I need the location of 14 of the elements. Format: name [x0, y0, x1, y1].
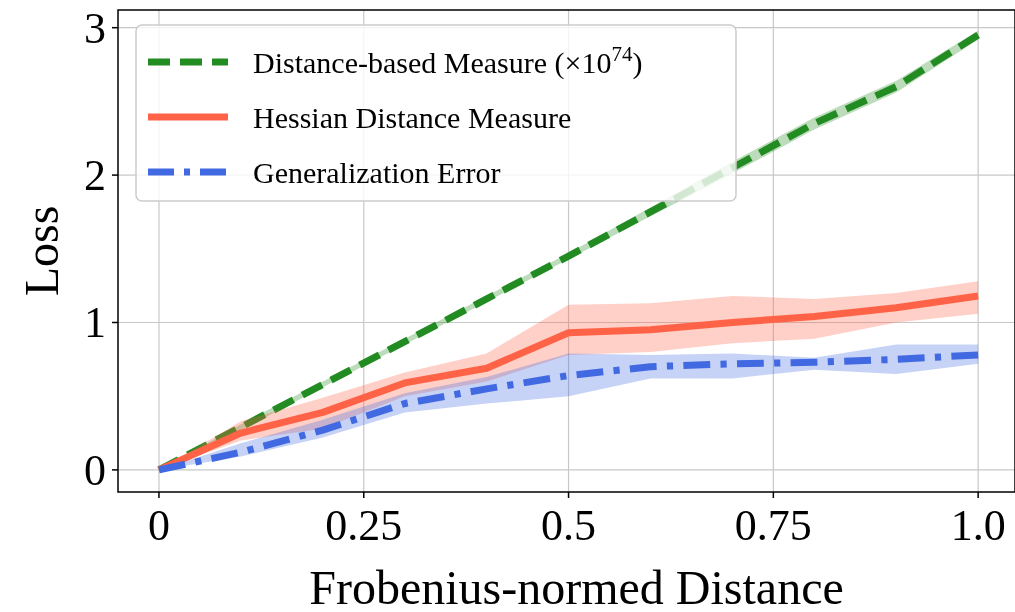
y-tick-label: 3: [84, 3, 106, 53]
y-tick-label: 2: [84, 151, 106, 201]
legend-label: Distance-based Measure (×10$^{74}$): [253, 42, 643, 80]
x-axis-title: Frobenius-normed Distance: [309, 561, 844, 612]
x-tick-label: 0.25: [325, 501, 403, 550]
legend-label: Generalization Error: [253, 156, 501, 189]
x-tick-label: 0.75: [734, 501, 812, 550]
x-tick-label: 0: [147, 501, 170, 550]
legend-label: Hessian Distance Measure: [253, 101, 572, 134]
x-tick-label: 0.5: [541, 501, 597, 550]
y-tick-label: 0: [84, 445, 106, 495]
y-axis-title: Loss: [15, 205, 68, 297]
y-tick-label: 1: [84, 298, 106, 348]
x-tick-label: 1.0: [950, 501, 1006, 550]
